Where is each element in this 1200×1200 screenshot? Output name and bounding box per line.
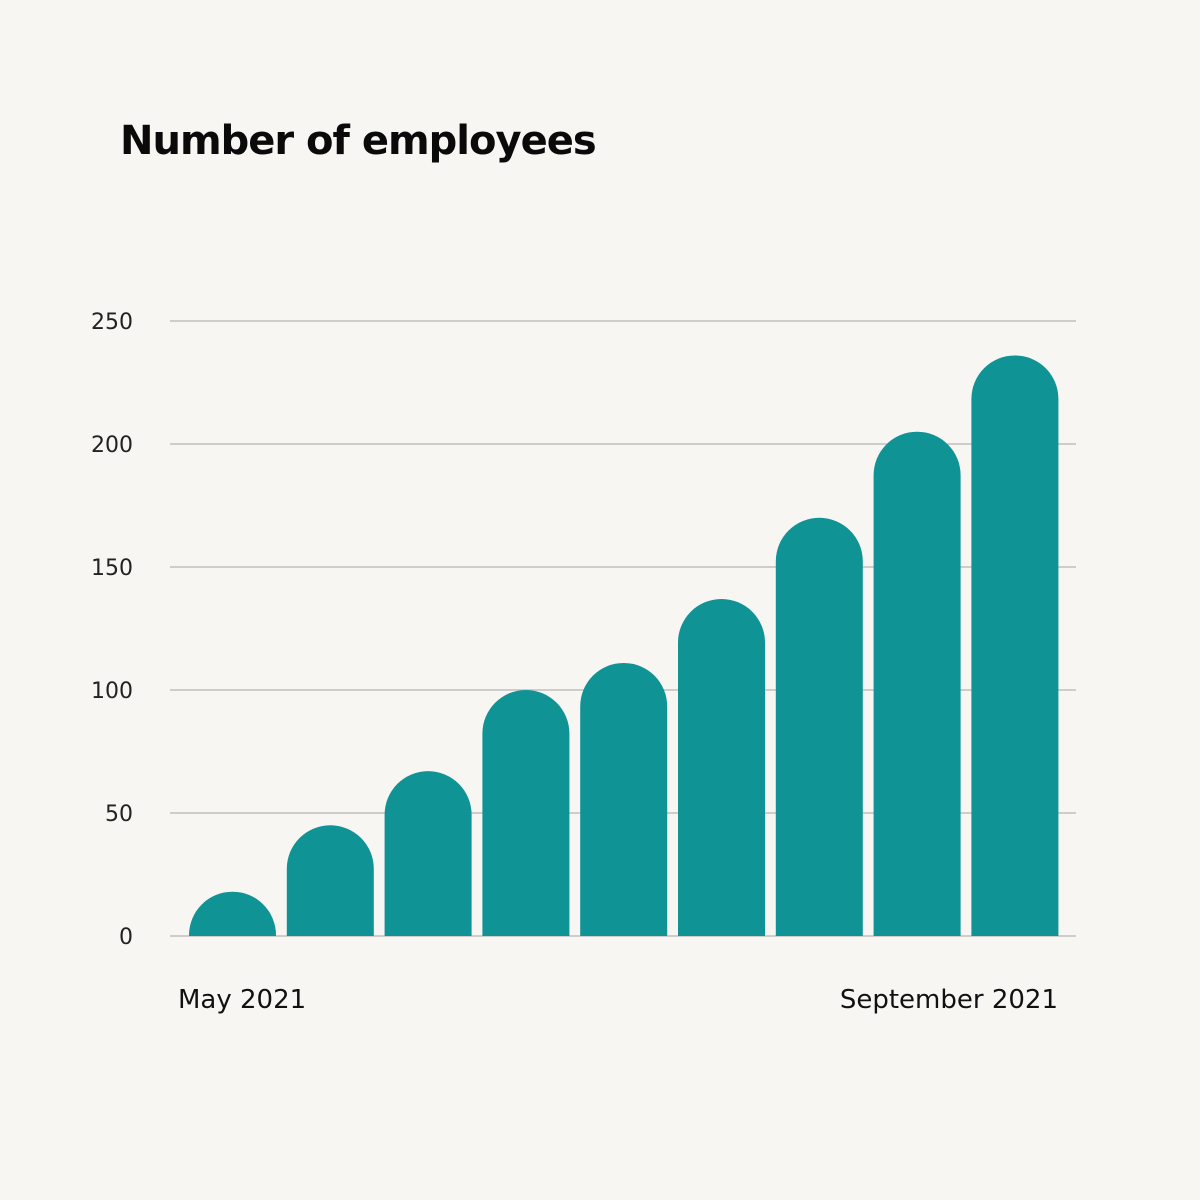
- bar-6: [678, 598, 765, 936]
- bar-5: [580, 662, 668, 936]
- bar-3: [384, 771, 472, 936]
- bar-9: [971, 355, 1059, 936]
- chart-title: Number of employees: [120, 118, 597, 164]
- bar-1: [189, 891, 276, 936]
- y-tick-label-50: 50: [105, 802, 133, 827]
- bar-8: [873, 431, 961, 936]
- y-tick-label-150: 150: [91, 556, 133, 581]
- x-axis-end-label: September 2021: [839, 985, 1058, 1015]
- x-axis-start-label: May 2021: [178, 985, 307, 1015]
- y-tick-label-250: 250: [91, 310, 133, 335]
- bar-2: [286, 825, 374, 936]
- y-tick-label-100: 100: [91, 679, 133, 704]
- y-tick-label-0: 0: [119, 925, 133, 950]
- bar-7: [775, 517, 863, 936]
- y-tick-label-200: 200: [91, 433, 133, 458]
- bar-4: [482, 690, 570, 936]
